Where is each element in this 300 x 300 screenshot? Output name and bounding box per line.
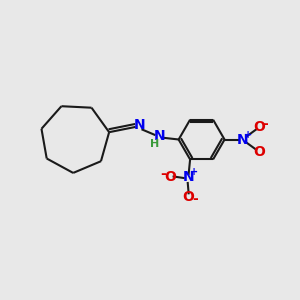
Text: N: N [237,133,249,147]
Text: -: - [192,192,198,206]
Text: -: - [161,167,167,181]
Text: O: O [253,145,265,159]
Text: H: H [150,139,159,149]
Text: O: O [253,120,265,134]
Text: +: + [190,167,198,177]
Text: +: + [244,130,252,140]
Text: N: N [154,129,166,143]
Text: N: N [183,170,194,184]
Text: -: - [262,117,268,131]
Text: N: N [134,118,145,132]
Text: O: O [164,170,176,184]
Text: O: O [183,190,195,204]
